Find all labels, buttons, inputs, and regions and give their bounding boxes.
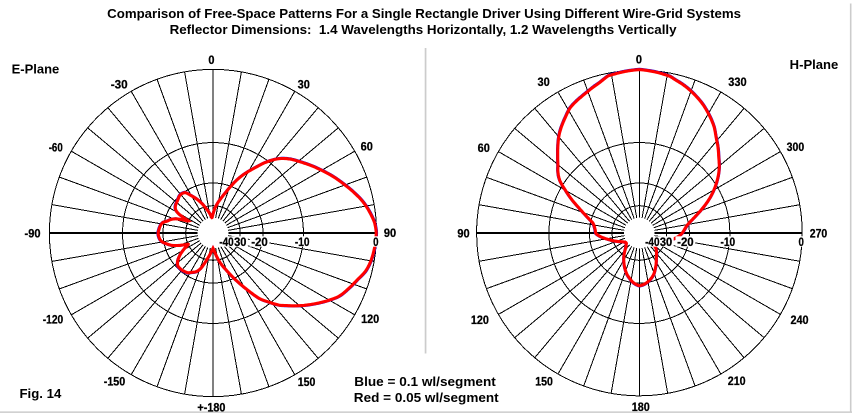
svg-text:-40: -40 — [645, 235, 659, 249]
svg-text:30: 30 — [537, 76, 549, 90]
svg-text:-10: -10 — [295, 235, 310, 249]
svg-text:-30: -30 — [111, 78, 128, 92]
svg-text:150: 150 — [298, 376, 316, 390]
svg-text:240: 240 — [790, 313, 808, 327]
svg-text:30: 30 — [660, 235, 672, 249]
svg-text:-120: -120 — [43, 313, 64, 327]
svg-text:210: 210 — [728, 374, 746, 388]
svg-text:Reflector Dimensions: 1.4 Wav: Reflector Dimensions: 1.4 Wavelengths Ho… — [170, 22, 678, 37]
svg-text:E-Plane: E-Plane — [12, 61, 60, 76]
svg-text:H-Plane: H-Plane — [790, 57, 839, 72]
svg-text:Blue = 0.1 wl/segment: Blue = 0.1 wl/segment — [354, 374, 496, 389]
svg-text:-20: -20 — [251, 235, 268, 249]
svg-text:+-180: +-180 — [197, 401, 225, 415]
svg-text:-60: -60 — [49, 141, 63, 155]
svg-text:30: 30 — [298, 78, 310, 92]
svg-text:0: 0 — [636, 53, 642, 67]
svg-text:Comparison of Free-Space Patte: Comparison of Free-Space Patterns For a … — [107, 6, 741, 21]
svg-text:180: 180 — [632, 400, 650, 414]
svg-text:-40: -40 — [219, 235, 233, 249]
svg-text:60: 60 — [361, 140, 373, 154]
svg-text:150: 150 — [535, 375, 553, 389]
svg-text:0: 0 — [373, 235, 378, 249]
svg-text:Fig. 14: Fig. 14 — [20, 386, 63, 401]
svg-text:90: 90 — [384, 226, 396, 240]
svg-text:60: 60 — [478, 141, 490, 155]
svg-text:120: 120 — [471, 313, 489, 327]
svg-text:0: 0 — [208, 53, 214, 67]
svg-text:30: 30 — [234, 235, 246, 249]
svg-text:0: 0 — [799, 235, 804, 249]
svg-text:-10: -10 — [721, 235, 736, 249]
svg-text:Red = 0.05 wl/segment: Red = 0.05 wl/segment — [354, 390, 500, 405]
svg-text:330: 330 — [728, 76, 746, 90]
svg-text:300: 300 — [787, 141, 805, 155]
svg-text:-150: -150 — [104, 375, 126, 389]
svg-text:120: 120 — [361, 312, 379, 326]
svg-text:90: 90 — [457, 227, 469, 241]
svg-text:-20: -20 — [677, 235, 694, 249]
svg-text:270: 270 — [810, 227, 828, 241]
svg-text:-90: -90 — [25, 227, 41, 241]
